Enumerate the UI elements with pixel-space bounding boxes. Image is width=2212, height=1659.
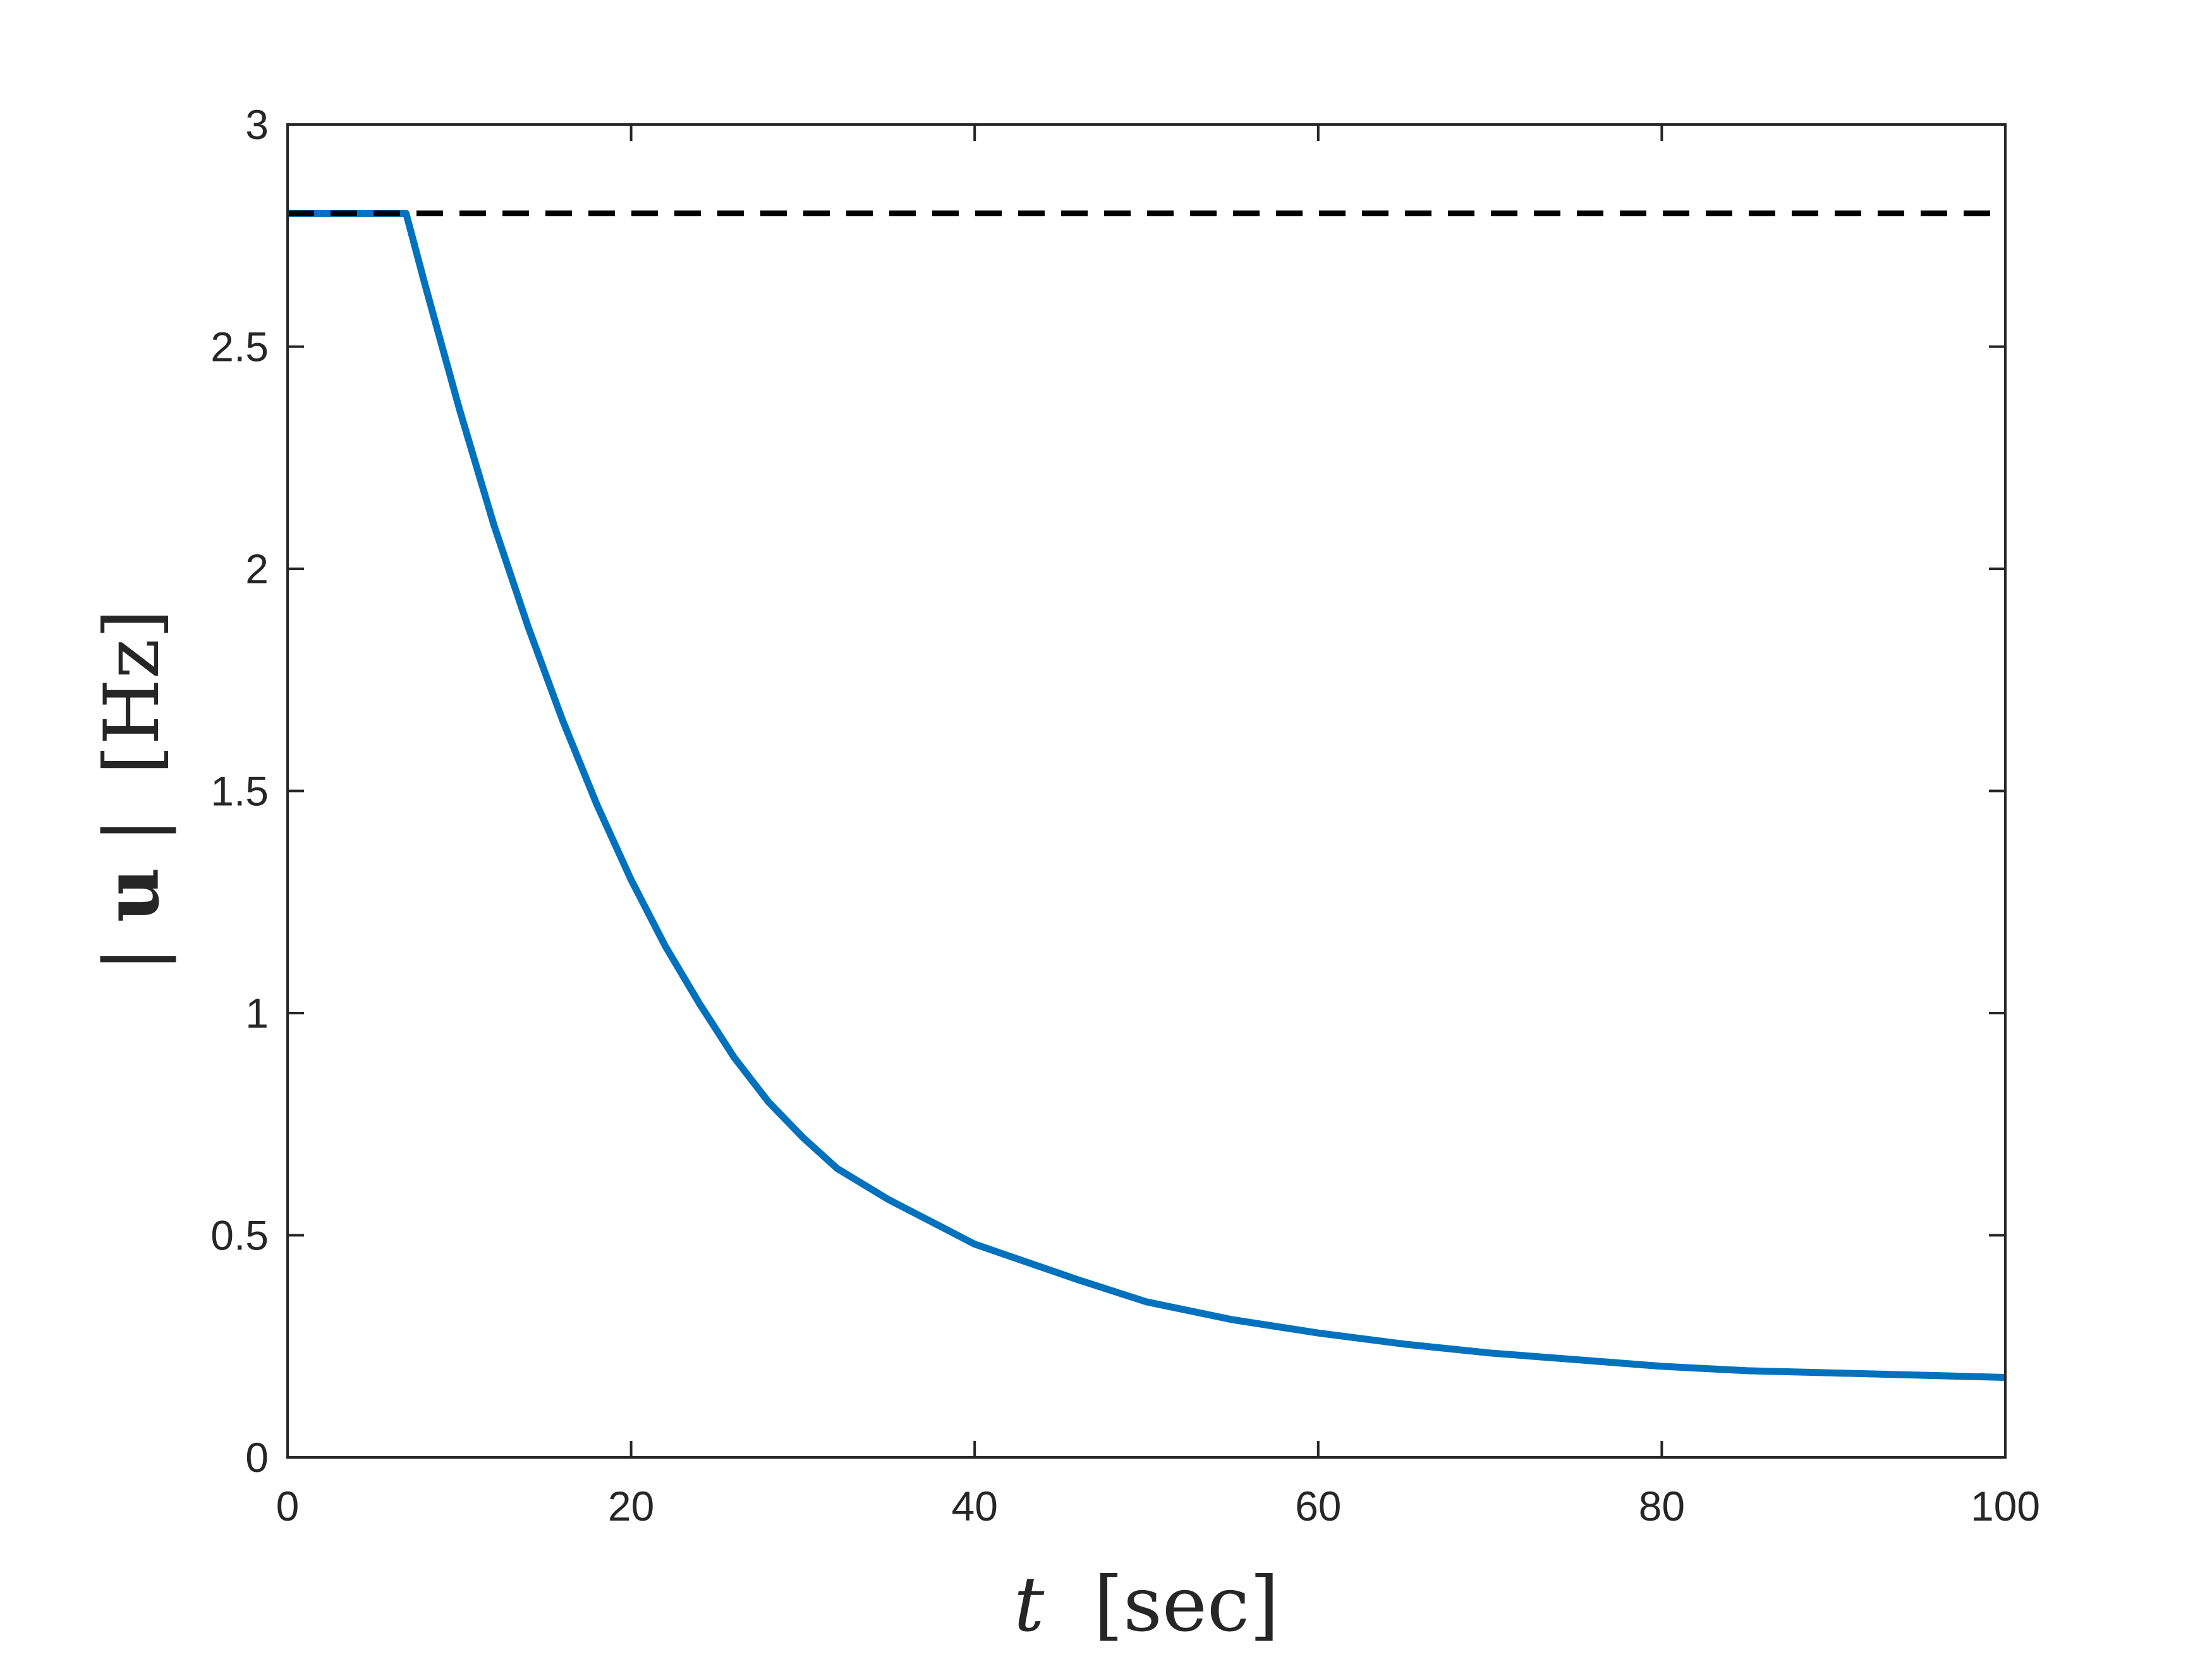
series-line-magnitude <box>288 210 2006 1381</box>
x-axis-unit: [sec] <box>1093 1561 1279 1649</box>
y-axis-title: | u | [Hz] <box>87 609 176 972</box>
y-tick-label: 1.5 <box>210 768 269 815</box>
x-axis-variable: t <box>1014 1561 1045 1649</box>
series-layer <box>288 210 2006 1381</box>
x-tick-label: 60 <box>1295 1483 1341 1529</box>
x-axis-title: t [sec] <box>1014 1561 1279 1649</box>
x-tick-label: 40 <box>951 1483 997 1529</box>
x-tick-label: 100 <box>1971 1483 2040 1529</box>
x-tick-label: 0 <box>276 1483 300 1529</box>
y-axis-pipe-open: | <box>88 947 176 972</box>
x-tick-label: 20 <box>608 1483 654 1529</box>
y-tick-label: 2.5 <box>210 324 269 370</box>
y-axis-unit: [Hz] <box>88 609 176 775</box>
tick-layer: 0 20 40 60 80 100 0 0.5 1 1.5 2 2.5 3 <box>210 101 2040 1529</box>
plot-area <box>288 125 2005 1457</box>
y-axis-pipe-close: | <box>88 818 176 843</box>
y-tick-label: 3 <box>245 101 269 148</box>
y-tick-label: 1 <box>245 990 269 1036</box>
x-tick-label: 80 <box>1639 1483 1685 1529</box>
y-tick-label: 0 <box>245 1434 269 1481</box>
y-axis-variable: u <box>87 867 176 922</box>
y-tick-label: 0.5 <box>210 1212 269 1259</box>
y-tick-label: 2 <box>245 545 269 592</box>
